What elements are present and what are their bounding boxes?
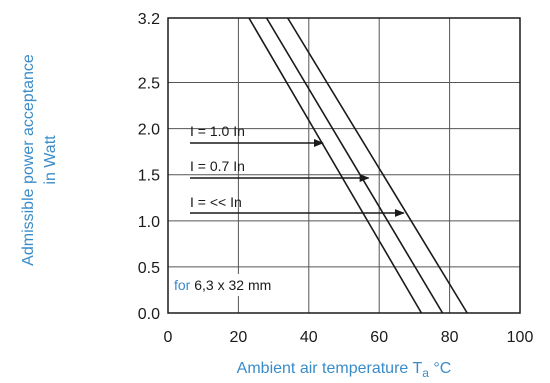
series-line — [265, 17, 444, 314]
annotation-background — [170, 274, 308, 296]
series-line — [286, 17, 468, 314]
y-axis-title-line-1: Admissible power acceptance — [20, 54, 37, 266]
x-axis-title: Ambient air temperature Ta °C — [237, 360, 452, 380]
x-axis-title-main: Ambient air temperature T — [237, 360, 423, 377]
x-tick-label: 40 — [300, 329, 318, 346]
series-line — [248, 17, 423, 314]
series-label: I = 0.7 In — [190, 158, 245, 174]
x-axis-title-unit: °C — [429, 360, 451, 377]
x-axis-title-subscript: a — [422, 366, 429, 380]
y-tick-label: 2.0 — [138, 122, 160, 139]
x-tick-label: 80 — [441, 329, 459, 346]
size-annotation: for 6,3 x 32 mm — [174, 277, 271, 293]
y-tick-label: 0.5 — [138, 260, 160, 277]
y-tick-label: 0.0 — [138, 306, 160, 323]
x-tick-label: 0 — [164, 329, 173, 346]
annotation-prefix: for — [174, 277, 194, 293]
x-tick-label: 20 — [230, 329, 248, 346]
y-tick-label: 3.2 — [138, 11, 160, 28]
y-tick-label: 1.0 — [138, 214, 160, 231]
y-axis-title: Admissible power acceptance in Watt — [20, 54, 59, 266]
x-tick-label: 60 — [370, 329, 388, 346]
y-tick-label: 1.5 — [138, 168, 160, 185]
y-axis-title-line-2: in Watt — [42, 135, 59, 185]
grid — [168, 18, 520, 313]
y-tick-label: 2.5 — [138, 76, 160, 93]
x-tick-label: 100 — [507, 329, 534, 346]
plot-area-frame — [167, 17, 521, 314]
annotation-size: 6,3 x 32 mm — [194, 277, 271, 293]
series-label: I = 1.0 In — [190, 123, 245, 139]
tick-labels: 0 20 40 60 80 100 0.0 0.5 1.0 1.5 2.0 2.5 3.2 — [138, 11, 534, 346]
legend-labels: I = 1.0 In I = 0.7 In I = << In — [190, 123, 405, 217]
series-label: I = << In — [190, 194, 242, 210]
series-lines — [248, 17, 468, 314]
